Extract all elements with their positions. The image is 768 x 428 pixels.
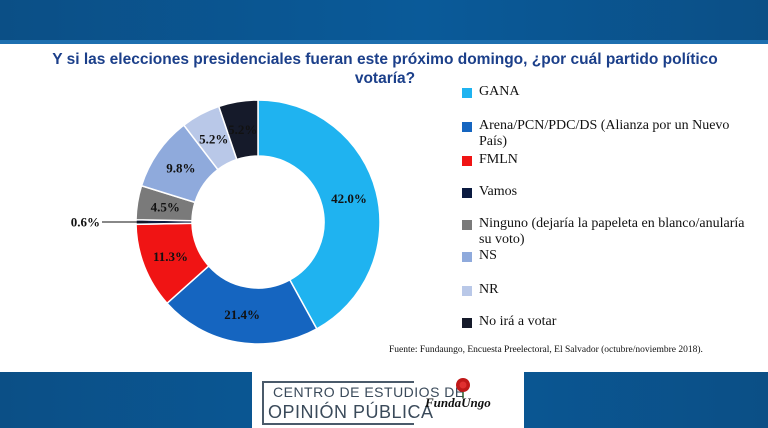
legend-swatch-6 (462, 286, 472, 296)
legend-label-2: FMLN (479, 152, 518, 167)
legend-item-2: FMLN (462, 152, 749, 168)
data-label-2: 11.3% (153, 249, 188, 264)
logo-text-line1: CENTRO DE ESTUDIOS DE (273, 384, 465, 400)
legend-swatch-2 (462, 156, 472, 166)
logo-text-line2: OPINIÓN PÚBLICA (268, 402, 434, 422)
legend-item-7: No irá a votar (462, 314, 749, 330)
data-label-6: 5.2% (199, 132, 228, 147)
chart-title: Y si las elecciones presidenciales fuera… (52, 51, 718, 87)
legend-item-5: NS (462, 248, 749, 264)
data-label-3: 0.6% (71, 215, 100, 230)
legend-label-5: NS (479, 248, 497, 263)
header-band-edge (0, 40, 768, 44)
slice-7 (217, 99, 259, 161)
legend-item-4: Ninguno (dejaría la papeleta en blanco/a… (462, 216, 749, 248)
legend-item-1: Arena/PCN/PDC/DS (Alianza por un Nuevo P… (462, 118, 749, 150)
data-label-4: 4.5% (151, 200, 180, 215)
rose-icon (456, 378, 470, 398)
legend-item-3: Vamos (462, 184, 749, 200)
slice-0 (257, 99, 381, 330)
legend-label-7: No irá a votar (479, 314, 557, 329)
legend-label-4: Ninguno (dejaría la papeleta en blanco/a… (479, 216, 745, 247)
legend-item-0: GANA (462, 84, 749, 100)
legend-swatch-0 (462, 88, 472, 98)
data-label-0: 42.0% (331, 191, 367, 206)
legend-swatch-7 (462, 318, 472, 328)
source-note: Fuente: Fundaungo, Encuesta Preelectoral… (389, 345, 703, 355)
legend-swatch-3 (462, 188, 472, 198)
data-label-7: 5.2% (228, 122, 257, 137)
legend-swatch-1 (462, 122, 472, 132)
legend-label-0: GANA (479, 84, 520, 99)
legend-label-6: NR (479, 282, 499, 297)
legend-label-3: Vamos (479, 184, 518, 199)
data-label-1: 21.4% (224, 307, 260, 322)
legend-label-1: Arena/PCN/PDC/DS (Alianza por un Nuevo P… (479, 118, 730, 149)
legend-swatch-5 (462, 252, 472, 262)
data-label-5: 9.8% (166, 161, 195, 176)
header-band (0, 0, 768, 40)
donut-chart: 42.0% 21.4% 11.3% 0.6% 4.5% 9.8% 5.2%5.2% (71, 99, 381, 345)
legend-swatch-4 (462, 220, 472, 230)
fundaungo-logo-text: FundaUngo (425, 395, 491, 410)
legend-item-6: NR (462, 282, 749, 298)
logo-frame (262, 381, 414, 425)
